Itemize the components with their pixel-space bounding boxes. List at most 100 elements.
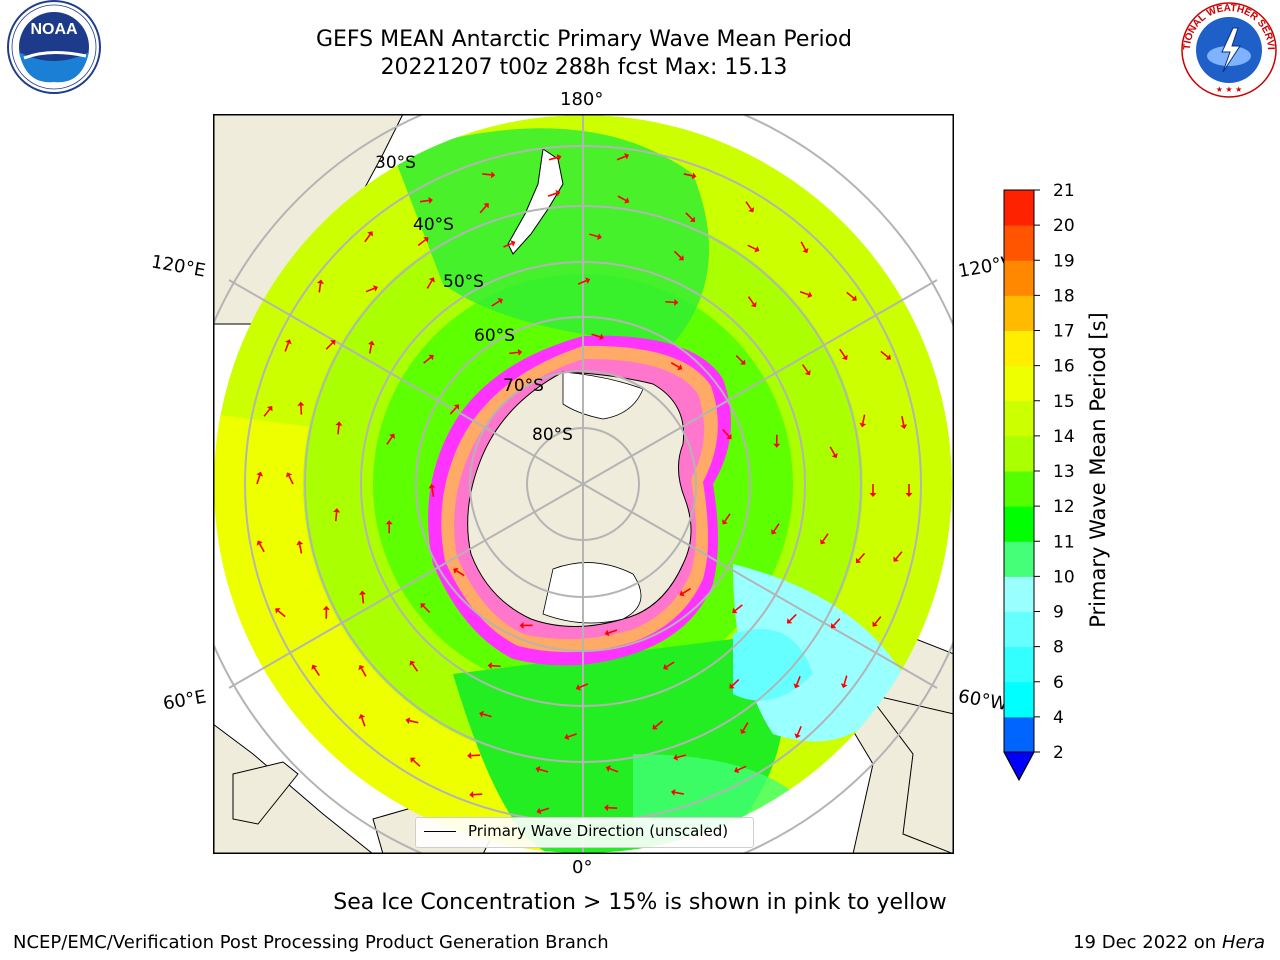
wave-direction-arrows bbox=[256, 153, 913, 815]
direction-arrow bbox=[822, 533, 829, 542]
direction-arrow bbox=[617, 195, 627, 202]
direction-arrow bbox=[742, 722, 749, 731]
direction-arrow bbox=[473, 793, 483, 796]
direction-arrowhead bbox=[409, 660, 416, 666]
direction-arrowhead bbox=[807, 291, 813, 299]
direction-arrowhead bbox=[453, 404, 460, 410]
direction-arrow bbox=[263, 408, 271, 417]
direction-arrowhead bbox=[624, 153, 630, 160]
direction-arrow bbox=[567, 733, 577, 738]
antarctica bbox=[467, 371, 692, 627]
direction-arrowhead bbox=[322, 605, 330, 610]
direction-arrowhead bbox=[624, 197, 630, 204]
graticule bbox=[213, 114, 954, 854]
direction-arrowhead bbox=[487, 662, 492, 670]
colorbar-swatch bbox=[1004, 541, 1034, 577]
direction-arrowhead bbox=[754, 246, 760, 253]
colorbar-tick-label: 17 bbox=[1053, 322, 1075, 342]
direction-arrow bbox=[655, 720, 664, 728]
direction-arrowhead bbox=[275, 608, 281, 614]
direction-arrowhead bbox=[732, 607, 738, 614]
colorbar-tick-label: 14 bbox=[1053, 427, 1075, 447]
direction-arrow bbox=[745, 201, 752, 210]
colorbar-swatch bbox=[1004, 435, 1034, 472]
direction-arrow bbox=[609, 767, 619, 773]
direction-arrow bbox=[616, 155, 626, 161]
direction-arrowhead bbox=[467, 752, 472, 760]
direction-arrowhead bbox=[428, 354, 434, 361]
direction-arrow bbox=[789, 613, 797, 622]
colorbar-swatch bbox=[1004, 646, 1034, 683]
direction-arrowhead bbox=[510, 240, 516, 247]
direction-arrow bbox=[456, 570, 465, 577]
direction-arrowhead bbox=[358, 664, 365, 671]
colorbar-tick-label: 11 bbox=[1053, 532, 1075, 552]
colorbar-tick-label: 12 bbox=[1053, 497, 1075, 517]
direction-arrow bbox=[722, 429, 730, 437]
direction-arrowhead bbox=[802, 247, 809, 254]
colorbar-swatch bbox=[1004, 576, 1034, 612]
direction-arrowhead bbox=[674, 298, 679, 306]
direction-arrow bbox=[591, 333, 601, 338]
direction-arrow bbox=[833, 618, 841, 626]
direction-arrow bbox=[577, 279, 587, 285]
direction-arrow bbox=[411, 663, 419, 672]
direction-arrow bbox=[874, 616, 882, 625]
direction-arrow bbox=[361, 717, 366, 727]
direction-arrow bbox=[334, 512, 338, 522]
footer-credit: NCEP/EMC/Verification Post Processing Pr… bbox=[13, 932, 609, 953]
direction-arrowhead bbox=[367, 231, 373, 237]
colorbar-swatch bbox=[1004, 506, 1034, 542]
direction-arrow bbox=[829, 446, 836, 456]
direction-arrowhead bbox=[256, 471, 264, 477]
direction-arrowhead bbox=[605, 765, 611, 772]
colorbar-tick-label: 6 bbox=[1053, 673, 1064, 693]
land-new-zealand bbox=[507, 148, 564, 255]
direction-arrowhead bbox=[599, 333, 604, 341]
colorbar-tick-label: 16 bbox=[1053, 357, 1075, 377]
colorbar-swatch bbox=[1004, 716, 1034, 753]
lon-label-120e: 120°E bbox=[149, 251, 208, 282]
direction-arrow bbox=[386, 436, 393, 445]
direction-arrow bbox=[426, 280, 433, 289]
direction-arrowhead bbox=[859, 422, 867, 428]
footer-date-text: 19 Dec 2022 on bbox=[1073, 932, 1217, 953]
direction-arrowhead bbox=[330, 340, 336, 346]
direction-arrow bbox=[734, 604, 743, 612]
direction-arrowhead bbox=[536, 807, 542, 815]
colorbar-swatch bbox=[1004, 400, 1034, 437]
direction-arrowhead bbox=[691, 172, 697, 180]
direction-arrow bbox=[843, 675, 848, 685]
direction-arrowhead bbox=[855, 557, 862, 564]
sea-ice-note: Sea Ice Concentration > 15% is shown in … bbox=[333, 890, 947, 915]
lat-label-30s: 30°S bbox=[375, 153, 416, 173]
direction-arrow bbox=[313, 667, 320, 677]
colorbar-swatch bbox=[1004, 681, 1034, 718]
legend-text: Primary Wave Direction (unscaled) bbox=[468, 822, 729, 840]
land-madagascar bbox=[232, 761, 299, 825]
colorbar-swatch bbox=[1004, 260, 1034, 296]
footer-host: Hera bbox=[1221, 932, 1265, 953]
noaa-logo-text: NOAA bbox=[30, 21, 78, 38]
nws-logo: NATIONAL WEATHER SERVICE ★ ★ ★ bbox=[1178, 0, 1277, 98]
colorbar-swatch bbox=[1004, 190, 1034, 226]
direction-arrow bbox=[547, 192, 557, 197]
direction-arrow bbox=[895, 551, 903, 560]
direction-arrowhead bbox=[689, 216, 696, 222]
direction-arrowhead bbox=[678, 255, 684, 261]
direction-arrowhead bbox=[359, 590, 366, 595]
direction-arrowhead bbox=[851, 295, 857, 301]
direction-arrow bbox=[796, 725, 802, 735]
lat-label-50s: 50°S bbox=[443, 272, 484, 292]
direction-arrowhead bbox=[893, 556, 899, 562]
footer-date: 19 Dec 2022 on Hera bbox=[1073, 932, 1265, 953]
direction-arrowhead bbox=[585, 277, 591, 284]
direction-arrow bbox=[880, 350, 889, 358]
direction-arrow bbox=[673, 250, 682, 259]
colorbar-swatch bbox=[1004, 295, 1034, 331]
direction-arrowhead bbox=[497, 298, 503, 305]
direction-arrowhead bbox=[872, 621, 878, 627]
direction-arrowhead bbox=[670, 788, 676, 796]
direction-arrow bbox=[423, 356, 432, 364]
direction-arrowhead bbox=[564, 733, 570, 741]
